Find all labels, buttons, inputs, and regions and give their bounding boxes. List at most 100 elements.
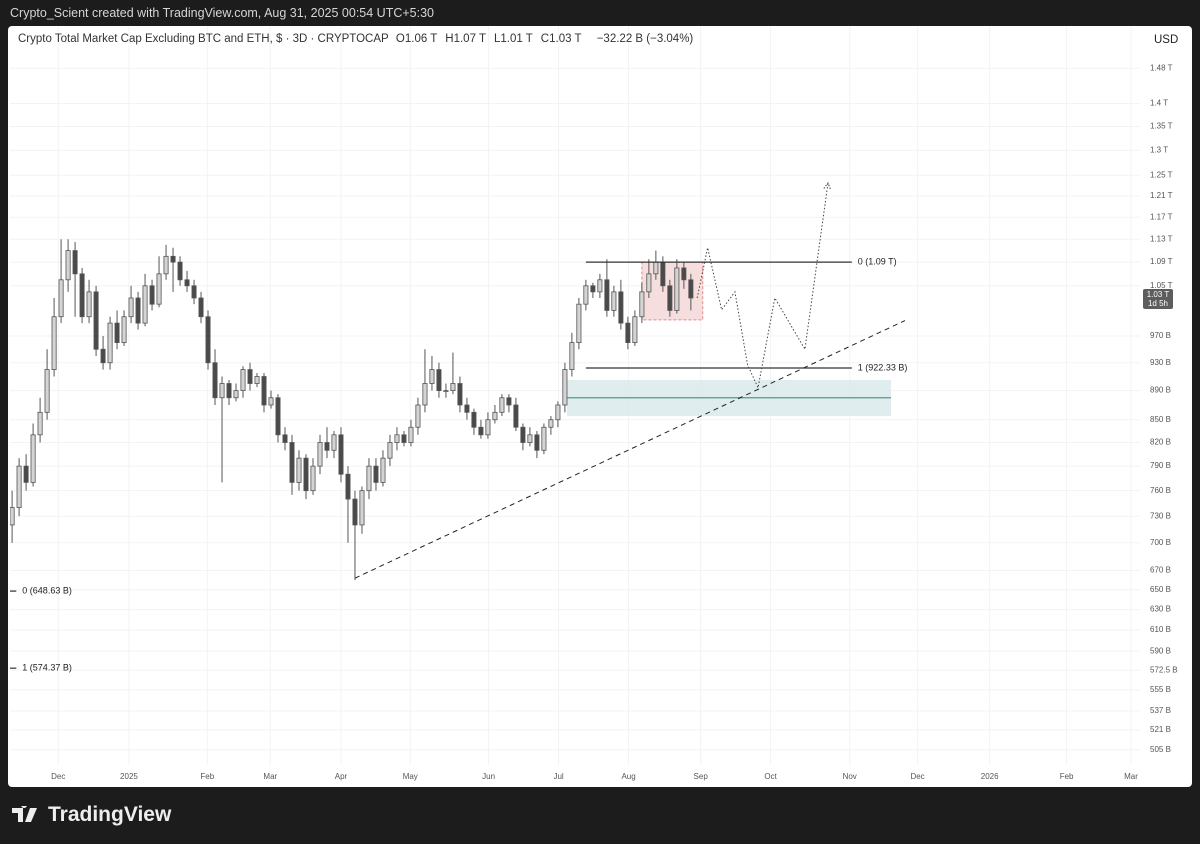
x-tick-label: 2025: [120, 772, 138, 781]
candle-body: [639, 291, 645, 318]
candle-body: [331, 434, 337, 451]
x-tick-label: Mar: [263, 772, 277, 781]
candle-body: [422, 383, 428, 406]
candle-body: [366, 465, 372, 492]
candle-body: [317, 442, 323, 467]
x-tick-label: Dec: [51, 772, 65, 781]
candle-body: [646, 273, 652, 293]
candle-body: [359, 490, 365, 526]
candle-body: [191, 285, 197, 299]
y-tick-label: 1.21 T: [1150, 191, 1173, 200]
ohlc-value: 1.07 T: [453, 33, 486, 45]
candle-body: [16, 465, 22, 508]
candle-body: [443, 390, 449, 392]
candle-body: [135, 297, 141, 324]
candle-body: [240, 369, 246, 391]
candle-body: [653, 261, 659, 275]
candle-body: [394, 434, 400, 443]
y-tick-label: 820 B: [1150, 438, 1171, 447]
candle-body: [163, 255, 169, 275]
candle-body: [527, 434, 533, 443]
candle-body: [492, 411, 498, 421]
candle-body: [86, 291, 92, 318]
candle-body: [282, 434, 288, 443]
legend: Crypto Total Market Cap Excluding BTC an…: [18, 33, 697, 45]
projection-arrowhead: [823, 181, 831, 190]
candle-body: [436, 369, 442, 391]
y-tick-label: 890 B: [1150, 386, 1171, 395]
x-tick-label: Apr: [335, 772, 348, 781]
x-tick-label: Jun: [482, 772, 495, 781]
candle-body: [226, 383, 232, 399]
candle-body: [478, 426, 484, 436]
candle-body: [674, 267, 680, 311]
ohlc-item: O1.06 T: [396, 33, 441, 45]
ohlc-item: C1.03 T: [541, 33, 586, 45]
fib-label: 0 (1.09 T): [858, 256, 897, 266]
y-tick-label: 1.4 T: [1150, 99, 1168, 108]
candle-body: [303, 457, 309, 492]
y-tick-label: 760 B: [1150, 486, 1171, 495]
y-tick-label: 700 B: [1150, 538, 1171, 547]
y-tick-label: 555 B: [1150, 685, 1171, 694]
candle-body: [261, 376, 267, 406]
fib-label: 1 (574.37 B): [22, 663, 72, 673]
y-tick-label: 521 B: [1150, 725, 1171, 734]
candle-body: [247, 369, 253, 384]
candle-body: [457, 383, 463, 406]
y-tick-label: 1.13 T: [1150, 234, 1173, 243]
candle-body: [499, 397, 505, 413]
candle-body: [212, 362, 218, 399]
ohlc-item: H1.07 T: [445, 33, 490, 45]
candle-body: [44, 369, 50, 413]
y-tick-label: 1.09 T: [1150, 257, 1173, 266]
candle-body: [415, 404, 421, 428]
brand-logo: [12, 806, 37, 822]
candle-body: [373, 465, 379, 483]
candle-body: [107, 322, 113, 364]
candle-body: [198, 297, 204, 318]
price-tag-countdown: 1d 5h: [1148, 299, 1168, 308]
candle-body: [625, 322, 631, 344]
ohlc: O1.06 T H1.07 T L1.01 T C1.03 T: [396, 33, 590, 45]
candle-body: [10, 507, 15, 526]
candle-body: [541, 426, 547, 451]
candle-body: [520, 426, 526, 443]
candle-body: [681, 267, 687, 281]
ohlc-key: L: [493, 33, 501, 45]
candle-body: [555, 404, 561, 421]
projection-path: [696, 182, 829, 390]
x-tick-label: Sep: [694, 772, 709, 781]
grid: [10, 26, 1140, 765]
y-tick-label: 970 B: [1150, 331, 1171, 340]
candle-body: [688, 279, 694, 299]
candle-body: [380, 457, 386, 483]
candle-body: [345, 473, 351, 500]
y-tick-label: 1.35 T: [1150, 122, 1173, 131]
x-tick-label: Mar: [1124, 772, 1138, 781]
y-tick-label: 1.17 T: [1150, 212, 1173, 221]
candle-body: [667, 285, 673, 311]
candle-body: [254, 376, 260, 384]
fib-label: 0 (648.63 B): [22, 585, 72, 595]
plot-area: [10, 181, 906, 669]
y-tick-label: 590 B: [1150, 646, 1171, 655]
ohlc-item: L1.01 T: [494, 33, 537, 45]
y-tick-label: 1.25 T: [1150, 170, 1173, 179]
brand-name: TradingView: [48, 803, 172, 826]
candle-body: [618, 291, 624, 324]
x-tick-label: May: [403, 772, 418, 781]
y-tick-label: 610 B: [1150, 625, 1171, 634]
x-tick-label: Jul: [553, 772, 563, 781]
candle-body: [513, 404, 519, 428]
currency: USD: [1154, 34, 1179, 46]
price-tag: [1143, 288, 1173, 309]
candle-body: [170, 255, 176, 263]
candle-body: [338, 434, 344, 475]
symbol-title: Crypto Total Market Cap Excluding BTC an…: [18, 33, 389, 45]
x-tick-label: 2026: [981, 772, 999, 781]
candle-body: [121, 316, 127, 344]
y-tick-label: 850 B: [1150, 415, 1171, 424]
